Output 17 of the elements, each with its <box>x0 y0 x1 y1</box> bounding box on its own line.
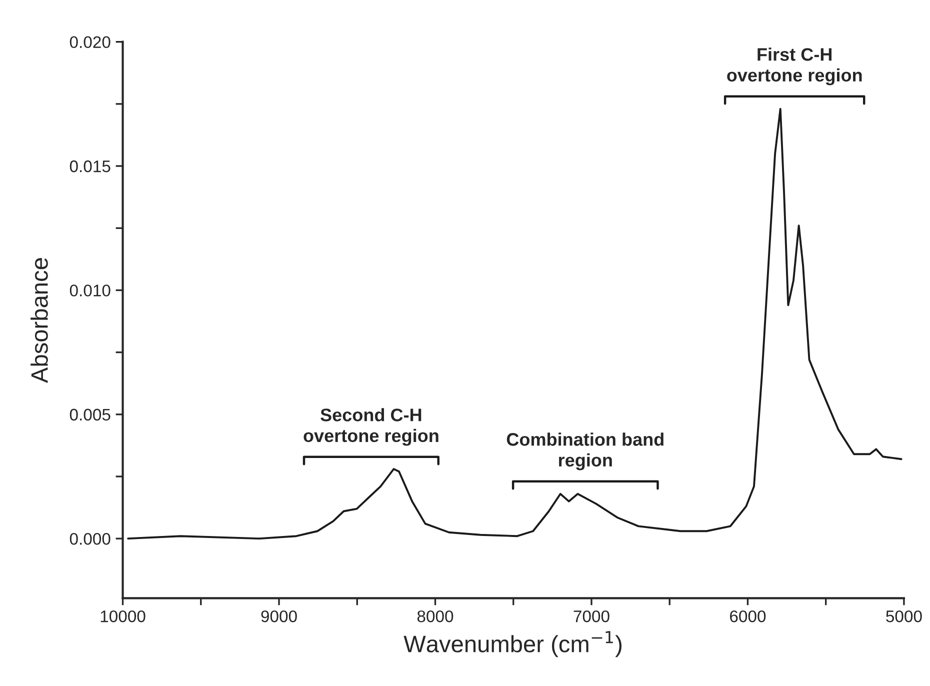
x-axis-title: Wavenumber (cm$^{−1}$) <box>404 631 622 658</box>
x-tick-label: 5000 <box>886 610 922 622</box>
y-tick-label: 0.005 <box>70 408 110 421</box>
x-tick-label: 9000 <box>261 610 297 622</box>
x-tick-label: 7000 <box>574 610 610 622</box>
annotation: Second C-H overtone region <box>304 408 438 446</box>
y-tick-label: 0.020 <box>70 36 110 48</box>
x-tick-label: 8000 <box>417 610 454 622</box>
annotation: First C-H overtone region <box>727 48 862 86</box>
x-tick-label: 10000 <box>100 610 146 622</box>
y-tick-label: 0.000 <box>70 532 110 545</box>
y-tick-label: 0.015 <box>70 160 110 172</box>
y-tick-label: 0.010 <box>70 284 110 296</box>
y-axis-title: Absorbance <box>30 258 48 383</box>
line-series <box>127 108 902 540</box>
annotation: Combination band region <box>506 432 664 470</box>
x-tick-label: 6000 <box>730 610 766 622</box>
